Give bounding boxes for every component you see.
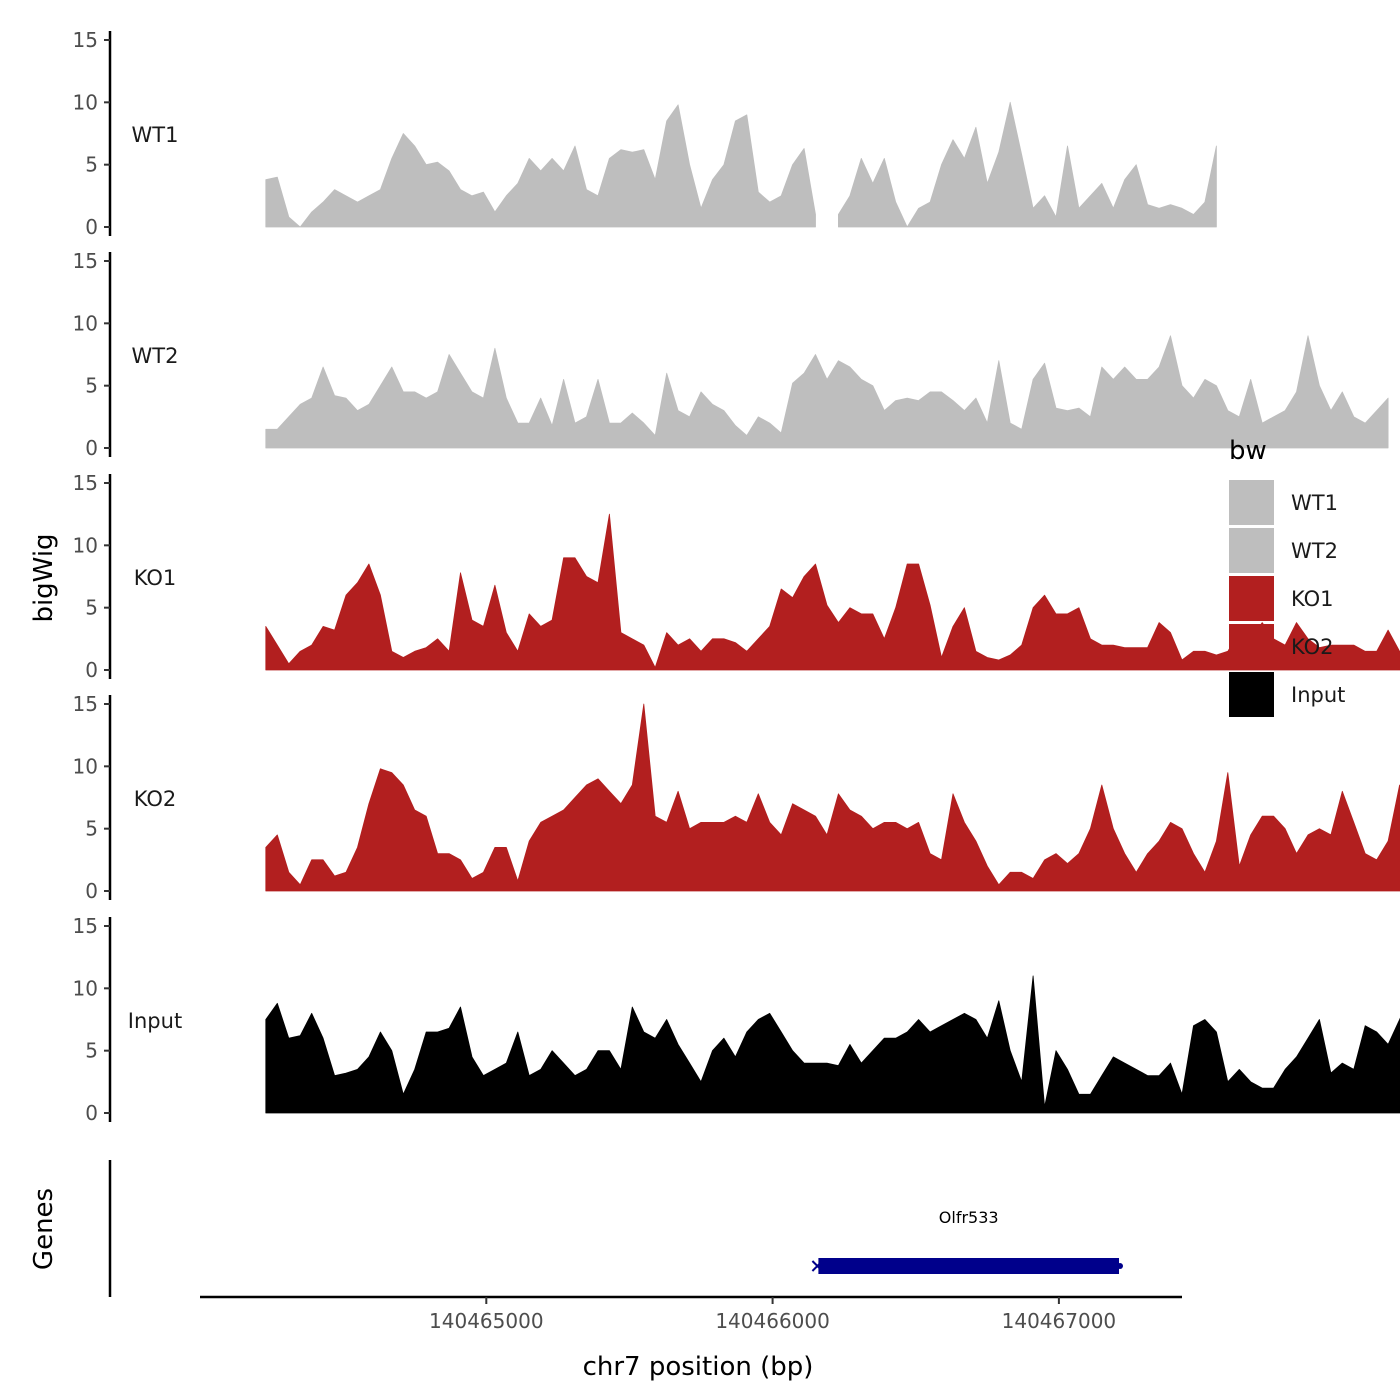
legend-label: KO1 xyxy=(1291,587,1334,611)
track-input: 0 5 10 15 Input xyxy=(73,914,1400,1125)
legend-swatch xyxy=(1229,528,1274,573)
legend-label: Input xyxy=(1291,683,1345,707)
legend-swatch xyxy=(1229,672,1274,717)
y-tick-label: 5 xyxy=(85,817,98,841)
y-tick-label: 10 xyxy=(73,90,98,114)
genes-panel: Genes Olfr533 xyxy=(29,1160,1123,1297)
bigwig-tracks: 0 5 10 15 WT1 0 5 10 15 WT2 0 5 10 15 KO1 0 5 10 15 KO2 0 5 10… xyxy=(73,28,1400,1125)
y-tick-label: 5 xyxy=(85,1039,98,1063)
x-tick-label: 140467000 xyxy=(1002,1309,1117,1333)
track-wt1: 0 5 10 15 WT1 xyxy=(73,28,1217,239)
track-wt2: 0 5 10 15 WT2 xyxy=(73,249,1389,460)
y-tick-label: 5 xyxy=(85,596,98,620)
legend-swatch xyxy=(1229,576,1274,621)
y-tick-label: 0 xyxy=(85,658,98,682)
y-tick-label: 5 xyxy=(85,153,98,177)
gene-label: Olfr533 xyxy=(939,1208,999,1227)
y-tick-label: 15 xyxy=(73,249,98,273)
y-tick-label: 15 xyxy=(73,914,98,938)
area-wt1 xyxy=(266,105,816,227)
y-tick-label: 15 xyxy=(73,471,98,495)
track-ko1: 0 5 10 15 KO1 xyxy=(73,471,1400,682)
x-axis-title: chr7 position (bp) xyxy=(583,1352,814,1382)
legend-label: KO2 xyxy=(1291,635,1334,659)
y-tick-label: 10 xyxy=(73,311,98,335)
legend-title: bw xyxy=(1229,436,1267,466)
genome-browser-chart: 0 5 10 15 WT1 0 5 10 15 WT2 0 5 10 15 KO1 0 5 10 15 KO2 0 5 10… xyxy=(0,0,1400,1400)
genes-track-title: Genes xyxy=(29,1188,59,1270)
y-tick-label: 0 xyxy=(85,879,98,903)
track-ko2: 0 5 10 15 KO2 xyxy=(73,692,1400,903)
area-ko2 xyxy=(266,704,1400,891)
area-wt2 xyxy=(266,336,1388,448)
track-label: WT2 xyxy=(132,344,179,368)
legend-label: WT2 xyxy=(1291,539,1338,563)
track-label: Input xyxy=(128,1009,182,1033)
area-input xyxy=(266,976,1400,1113)
gene-body xyxy=(818,1258,1119,1274)
y-tick-label: 10 xyxy=(73,976,98,1000)
y-tick-label: 0 xyxy=(85,1101,98,1125)
x-axis: 140465000 140466000 140467000 xyxy=(200,1297,1182,1333)
y-tick-label: 0 xyxy=(85,215,98,239)
x-tick-label: 140466000 xyxy=(715,1309,830,1333)
y-tick-label: 0 xyxy=(85,436,98,460)
gene-end-mark xyxy=(1117,1263,1123,1269)
y-tick-label: 5 xyxy=(85,374,98,398)
y-tick-label: 10 xyxy=(73,754,98,778)
y-tick-label: 15 xyxy=(73,692,98,716)
y-tick-label: 15 xyxy=(73,28,98,52)
legend: bw WT1 WT2 KO1 KO2 Input xyxy=(1229,436,1345,717)
legend-label: WT1 xyxy=(1291,491,1338,515)
area-wt1 xyxy=(838,102,1216,227)
track-label: WT1 xyxy=(132,123,179,147)
y-axis-title: bigWig xyxy=(29,533,59,622)
x-tick-label: 140465000 xyxy=(429,1309,544,1333)
y-tick-label: 10 xyxy=(73,533,98,557)
legend-swatch xyxy=(1229,624,1274,669)
track-label: KO1 xyxy=(134,566,177,590)
track-label: KO2 xyxy=(134,787,177,811)
legend-swatch xyxy=(1229,480,1274,525)
